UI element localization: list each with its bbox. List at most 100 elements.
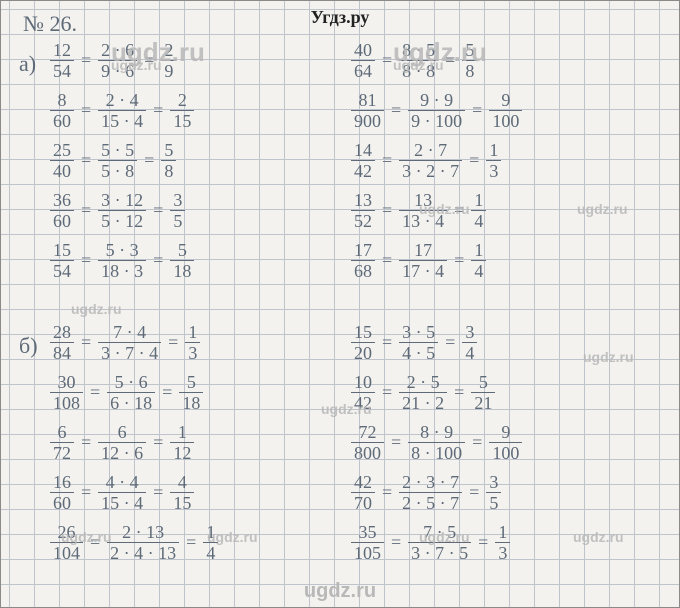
fraction: 8 · 98 · 100: [408, 423, 465, 462]
equation-row: 1554=5 · 318 · 3=518: [47, 241, 197, 280]
left-column: 1254 = 2 · 69 · 6 = 29 860 = 2 · 415 · 4 = 215 254…: [19, 41, 340, 296]
fraction: 34: [462, 323, 477, 362]
equals-sign: =: [445, 332, 455, 353]
fraction: 521: [471, 373, 495, 412]
fraction: 3660: [50, 191, 74, 230]
equation-row: 672=612 · 6=112: [47, 423, 197, 462]
content-area: а)№ 26.1254=2 · 69 · 6=29860=2 · 415 · 4…: [19, 33, 661, 583]
fraction: 14: [471, 191, 486, 230]
fraction: 612 · 6: [98, 423, 146, 462]
fraction: 4064: [351, 41, 375, 80]
equals-sign: =: [81, 150, 91, 171]
footer-watermark: ugdz.ru: [1, 580, 679, 603]
fraction: 1352: [351, 191, 375, 230]
equation-row: 72800 = 8 · 98 · 100 = 9100: [348, 423, 525, 462]
equation-row: 1042=2 · 521 · 2=521: [348, 373, 498, 412]
fraction: 2 · 69 · 6: [98, 41, 137, 80]
equals-sign: =: [478, 532, 488, 553]
fraction: 2 · 132 · 4 · 13: [107, 523, 179, 562]
equals-sign: =: [81, 200, 91, 221]
right-column: 4064=8 · 58 · 8=5881900=9 · 99 · 100=910…: [340, 41, 661, 296]
equals-sign: =: [445, 50, 455, 71]
fraction: 58: [462, 41, 477, 80]
equals-sign: =: [90, 382, 100, 403]
equation-row: 1442=2 · 73 · 2 · 7=13: [348, 141, 504, 180]
equation-row: 35105=7 · 53 · 7 · 5=13: [348, 523, 513, 562]
equals-sign: =: [153, 100, 163, 121]
fraction: 415: [170, 473, 194, 512]
equation-row: 1254 = 2 · 69 · 6 = 29: [47, 41, 179, 80]
fraction: 9100: [489, 91, 522, 130]
fraction: 215: [170, 91, 194, 130]
fraction: 5 · 55 · 8: [98, 141, 137, 180]
fraction: 2540: [50, 141, 74, 180]
fraction: 518: [179, 373, 203, 412]
equals-sign: =: [81, 100, 91, 121]
equation-row: 3660 = 3 · 125 · 12 = 35: [47, 191, 188, 230]
equals-sign: =: [186, 532, 196, 553]
equals-sign: =: [382, 382, 392, 403]
equation-row: 30108 = 5 · 66 · 18 = 518: [47, 373, 206, 412]
fraction: 7 · 53 · 7 · 5: [408, 523, 471, 562]
equals-sign: =: [382, 200, 392, 221]
fraction: 9 · 99 · 100: [408, 91, 465, 130]
equals-sign: =: [81, 50, 91, 71]
fraction: 1717 · 4: [399, 241, 447, 280]
equals-sign: =: [153, 432, 163, 453]
fraction: 72800: [351, 423, 384, 462]
right-column: 1520=3 · 54 · 5=341042=2 · 521 · 2=52172…: [340, 323, 661, 578]
equals-sign: =: [454, 200, 464, 221]
equals-sign: =: [382, 482, 392, 503]
equation-row: 1660=4 · 415 · 4=415: [47, 473, 197, 512]
fraction: 35: [170, 191, 185, 230]
equals-sign: =: [391, 100, 401, 121]
fraction: 2884: [50, 323, 74, 362]
problem-number: № 26.: [23, 11, 77, 37]
fraction: 5 · 66 · 18: [107, 373, 155, 412]
fraction: 35: [486, 473, 501, 512]
equals-sign: =: [391, 432, 401, 453]
fraction: 13: [185, 323, 200, 362]
page-root: Угдз.ру а)№ 26.1254=2 · 69 · 6=29860=2 ·…: [0, 0, 680, 608]
fraction: 9100: [489, 423, 522, 462]
fraction: 112: [170, 423, 194, 462]
equation-row: 26104=2 · 132 · 4 · 13=14: [47, 523, 221, 562]
fraction: 2 · 415 · 4: [98, 91, 146, 130]
fraction: 1254: [50, 41, 74, 80]
equals-sign: =: [454, 382, 464, 403]
equals-sign: =: [382, 250, 392, 271]
fraction: 672: [50, 423, 74, 462]
equals-sign: =: [81, 250, 91, 271]
equals-sign: =: [144, 50, 154, 71]
fraction: 2 · 521 · 2: [399, 373, 447, 412]
equals-sign: =: [168, 332, 178, 353]
fraction: 1442: [351, 141, 375, 180]
equation-row: 4270 = 2 · 3 · 72 · 5 · 7 = 35: [348, 473, 504, 512]
fraction: 3 · 125 · 12: [98, 191, 146, 230]
equals-sign: =: [382, 50, 392, 71]
fraction: 13: [486, 141, 501, 180]
fraction: 29: [161, 41, 176, 80]
equals-sign: =: [472, 432, 482, 453]
equation-row: 2540=5 · 55 · 8=58: [47, 141, 179, 180]
fraction: 1768: [351, 241, 375, 280]
equals-sign: =: [153, 200, 163, 221]
fraction: 7 · 43 · 7 · 4: [98, 323, 161, 362]
fraction: 518: [170, 241, 194, 280]
fraction: 860: [50, 91, 74, 130]
fraction: 2 · 3 · 72 · 5 · 7: [399, 473, 462, 512]
page-title: Угдз.ру: [1, 1, 679, 28]
equals-sign: =: [162, 382, 172, 403]
fraction: 26104: [50, 523, 83, 562]
equation-row: 1520=3 · 54 · 5=34: [348, 323, 480, 362]
equation-row: 2884=7 · 43 · 7 · 4=13: [47, 323, 203, 362]
fraction: 30108: [50, 373, 83, 412]
equals-sign: =: [469, 482, 479, 503]
equation-row: 81900=9 · 99 · 100=9100: [348, 91, 525, 130]
equals-sign: =: [391, 532, 401, 553]
fraction: 3 · 54 · 5: [399, 323, 438, 362]
equation-row: 4064=8 · 58 · 8=58: [348, 41, 480, 80]
equals-sign: =: [382, 332, 392, 353]
fraction: 81900: [351, 91, 384, 130]
fraction: 4270: [351, 473, 375, 512]
